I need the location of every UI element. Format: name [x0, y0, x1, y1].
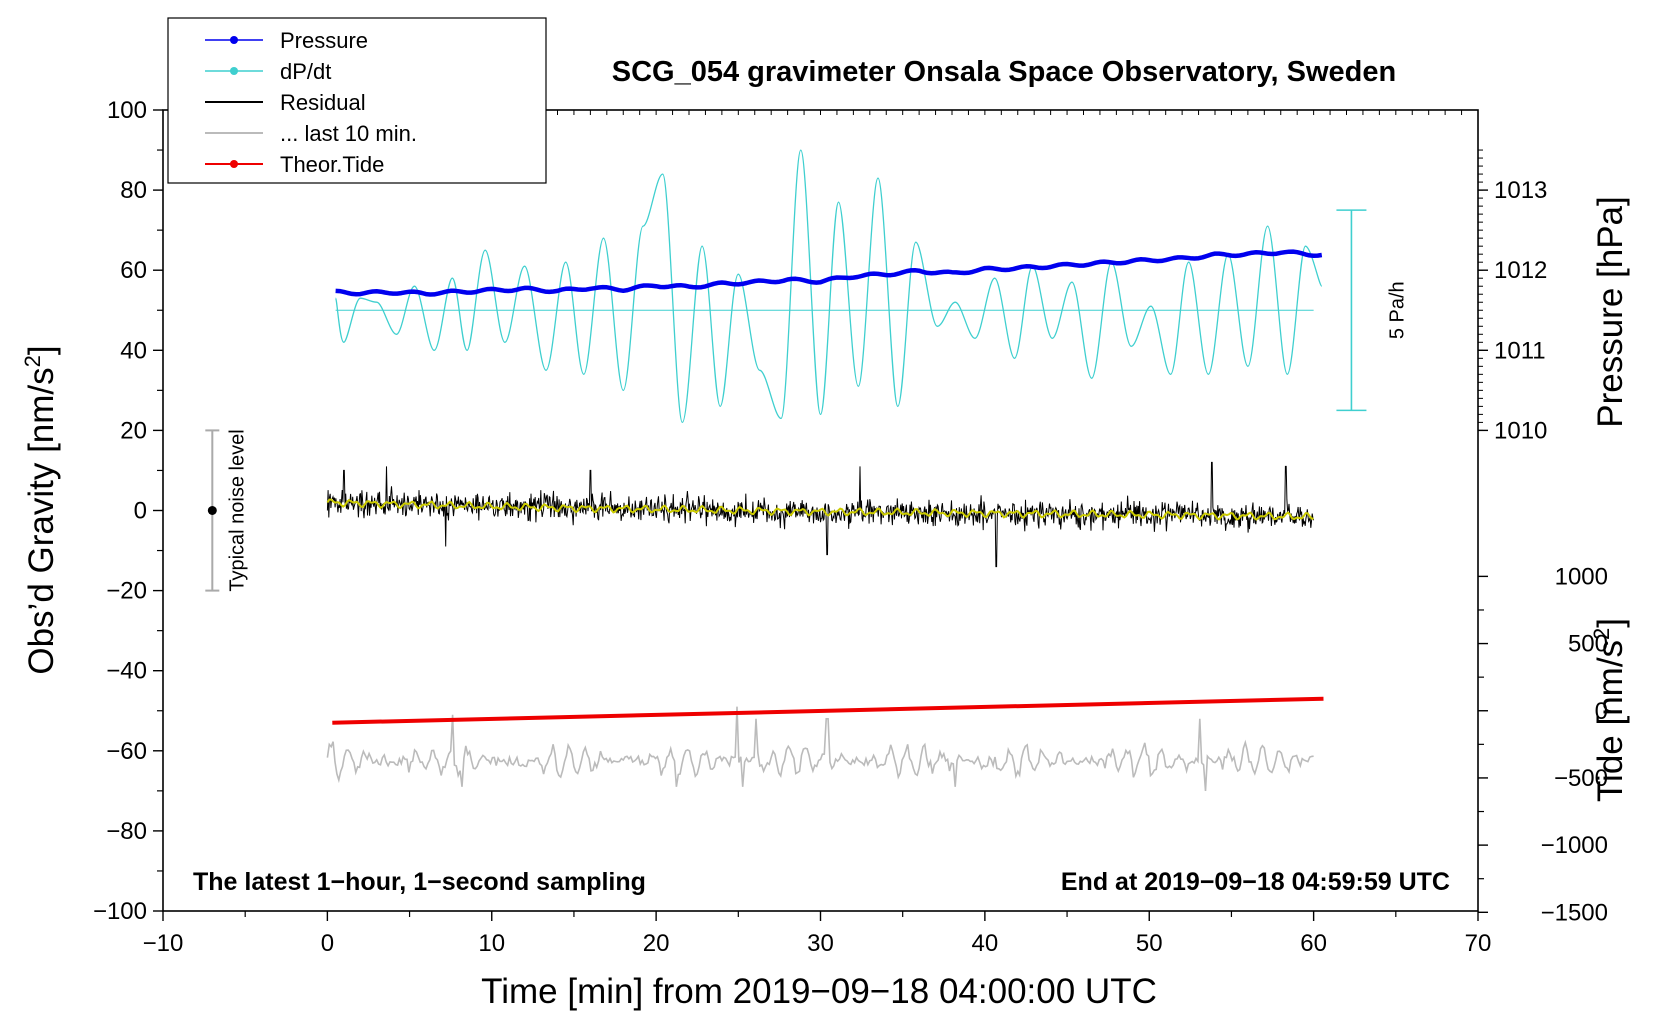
- legend-entry-label: dP/dt: [280, 59, 331, 84]
- annotation-layer: Typical noise level 5 Pa/h: [205, 209, 1408, 592]
- residual-series-line: [326, 461, 1315, 568]
- y-axis-label: Obs’d Gravity [nm/s2]: [20, 345, 61, 674]
- residual-smoothed-line: [326, 498, 1314, 521]
- y-axis-label-sup: 2: [20, 355, 45, 367]
- tide-tick-label: 0: [1595, 698, 1608, 725]
- y-tick-label: −20: [106, 578, 147, 605]
- y-tick-label: −80: [106, 818, 147, 845]
- tide-axis-label: Tide [nm/s2]: [1589, 618, 1630, 802]
- x-tick-label: 0: [321, 930, 334, 957]
- tide-axis-label-sup: 2: [1589, 628, 1614, 640]
- y-tick-label: 60: [120, 257, 147, 284]
- series-layer: [326, 149, 1324, 791]
- end-time-note: End at 2019−09−18 04:59:59 UTC: [1061, 868, 1450, 896]
- legend-entries: Pressure dP/dt Residual ... last 10 min. The…: [205, 28, 417, 177]
- sampling-note: The latest 1−hour, 1−second sampling: [193, 868, 646, 896]
- y-axis-label-close: ]: [22, 345, 61, 355]
- dpdt-series-line: [334, 149, 1323, 424]
- tide-tick-label: 1000: [1555, 563, 1608, 590]
- pressure-axis-label: Pressure [hPa]: [1591, 196, 1630, 428]
- tide-tick-label: −1000: [1541, 832, 1608, 859]
- legend-entry-label: Theor.Tide: [280, 152, 384, 177]
- x-tick-label: 20: [643, 930, 670, 957]
- x-tick-label: 60: [1300, 930, 1327, 957]
- tide-tick-label: −500: [1554, 765, 1608, 792]
- last-10-min-series-line: [326, 706, 1314, 791]
- x-tick-label: −10: [143, 930, 184, 957]
- y-axis-label-main: Obs’d Gravity [nm/s: [22, 367, 61, 674]
- x-tick-label: 30: [807, 930, 834, 957]
- pressure-tick-label: 1013: [1494, 177, 1547, 204]
- tide-axis-label-main: Tide [nm/s: [1591, 640, 1630, 802]
- pressure-tick-label: 1012: [1494, 257, 1547, 284]
- pressure-series-line: [335, 249, 1323, 297]
- tide-tick-label: −1500: [1541, 899, 1608, 926]
- y-tick-label: −100: [93, 898, 147, 925]
- legend-swatch-marker: [230, 36, 238, 44]
- y-tick-label: 40: [120, 337, 147, 364]
- legend-swatch-marker: [230, 160, 238, 168]
- axes-layer: −10 0 10 20 30 40 50 60 70−100−80−60−40−20020406…: [93, 97, 1608, 957]
- x-axis-label: Time [min] from 2019−09−18 04:00:00 UTC: [481, 972, 1157, 1011]
- x-tick-label: 70: [1465, 930, 1492, 957]
- legend-entry-label: ... last 10 min.: [280, 121, 417, 146]
- tide-series-line: [332, 696, 1324, 725]
- pressure-tick-label: 1011: [1494, 337, 1546, 364]
- x-tick-label: 40: [972, 930, 999, 957]
- noise-level-label: Typical noise level: [226, 429, 248, 591]
- y-tick-label: 100: [107, 97, 147, 124]
- y-tick-label: 20: [120, 417, 147, 444]
- y-tick-label: 0: [134, 498, 147, 525]
- legend-entry-label: Residual: [280, 90, 366, 115]
- legend-box: [167, 17, 547, 184]
- noise-bar-center-dot: [207, 506, 217, 515]
- legend-swatch-marker: [230, 67, 238, 75]
- legend: Pressure dP/dt Residual ... last 10 min. The…: [167, 17, 547, 184]
- y-tick-label: −60: [106, 738, 147, 765]
- pressure-tick-label: 1010: [1494, 417, 1547, 444]
- tide-tick-label: 500: [1568, 631, 1608, 658]
- x-tick-label: 50: [1136, 930, 1163, 957]
- legend-entry-label: Pressure: [280, 28, 368, 53]
- chart-title: SCG_054 gravimeter Onsala Space Observat…: [612, 56, 1396, 88]
- x-tick-label: 10: [478, 930, 505, 957]
- rate-label: 5 Pa/h: [1386, 281, 1408, 339]
- y-tick-label: 80: [120, 177, 147, 204]
- y-tick-label: −40: [106, 658, 147, 685]
- tide-axis-label-close: ]: [1591, 618, 1630, 628]
